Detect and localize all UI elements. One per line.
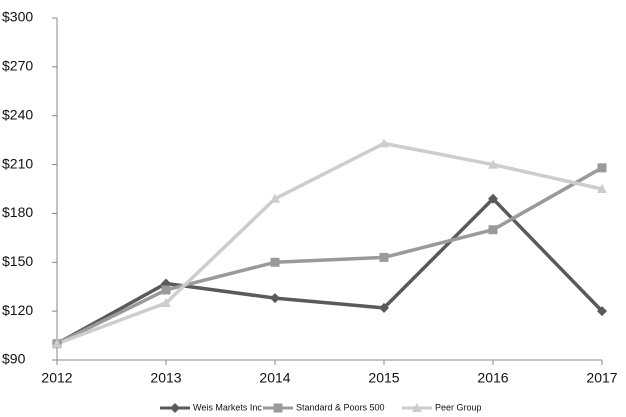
x-tick-label: 2017 — [586, 370, 617, 386]
legend-label: Standard & Poors 500 — [296, 402, 385, 412]
marker — [379, 302, 389, 313]
marker — [488, 225, 498, 235]
x-tick-label: 2016 — [477, 370, 508, 386]
y-tick-label: $270 — [2, 58, 33, 74]
marker — [270, 257, 280, 267]
y-tick-label: $300 — [2, 9, 33, 25]
y-tick-label: $240 — [2, 106, 33, 122]
y-tick-label: $120 — [2, 302, 33, 318]
series-line — [56, 141, 603, 346]
y-tick-label: $150 — [2, 253, 33, 269]
marker — [270, 293, 280, 304]
x-tick-label: 2014 — [259, 370, 290, 386]
marker — [379, 138, 389, 148]
legend-label: Weis Markets Inc — [193, 402, 262, 412]
y-tick-label: $180 — [2, 204, 33, 220]
marker — [52, 338, 62, 348]
marker — [412, 403, 422, 412]
x-tick-label: 2012 — [41, 370, 72, 386]
marker — [161, 285, 171, 295]
series-line — [56, 166, 603, 346]
marker — [488, 193, 498, 204]
marker — [379, 252, 389, 262]
y-tick-label: $210 — [2, 155, 33, 171]
marker — [273, 403, 283, 413]
marker — [597, 184, 607, 193]
marker — [597, 163, 607, 173]
series-line — [56, 197, 604, 346]
marker — [161, 298, 171, 307]
legend-label: Peer Group — [435, 402, 482, 412]
x-tick-label: 2013 — [150, 370, 181, 386]
y-tick-label: $90 — [2, 351, 26, 367]
marker — [597, 306, 607, 317]
x-tick-label: 2015 — [368, 370, 399, 386]
marker — [270, 193, 280, 203]
marker — [488, 159, 498, 169]
marker — [170, 403, 180, 413]
